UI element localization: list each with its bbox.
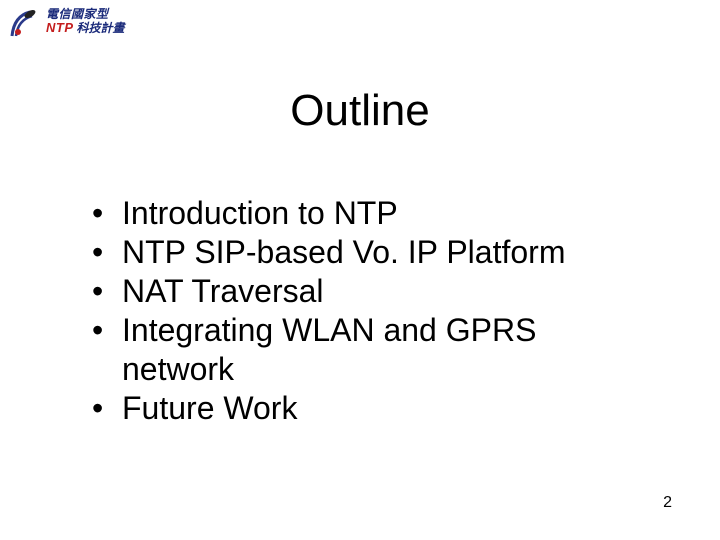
slide: 電信國家型 NTP 科技計畫 Outline Introduction to N… bbox=[0, 0, 720, 540]
bullet-list: Introduction to NTP NTP SIP-based Vo. IP… bbox=[92, 194, 650, 428]
slide-logo: 電信國家型 NTP 科技計畫 bbox=[8, 6, 125, 40]
list-item: Introduction to NTP bbox=[92, 194, 650, 233]
list-item: Future Work bbox=[92, 389, 650, 428]
list-item: NAT Traversal bbox=[92, 272, 650, 311]
logo-mark-icon bbox=[8, 6, 42, 40]
list-item: NTP SIP-based Vo. IP Platform bbox=[92, 233, 650, 272]
logo-sub-text: 科技計畫 bbox=[77, 22, 125, 35]
logo-text: 電信國家型 NTP 科技計畫 bbox=[46, 8, 125, 34]
page-number: 2 bbox=[663, 494, 672, 512]
logo-top-text: 電信國家型 bbox=[46, 8, 125, 21]
list-item: Integrating WLAN and GPRS network bbox=[92, 311, 650, 389]
logo-ntp-text: NTP bbox=[46, 21, 74, 35]
slide-title: Outline bbox=[0, 86, 720, 136]
